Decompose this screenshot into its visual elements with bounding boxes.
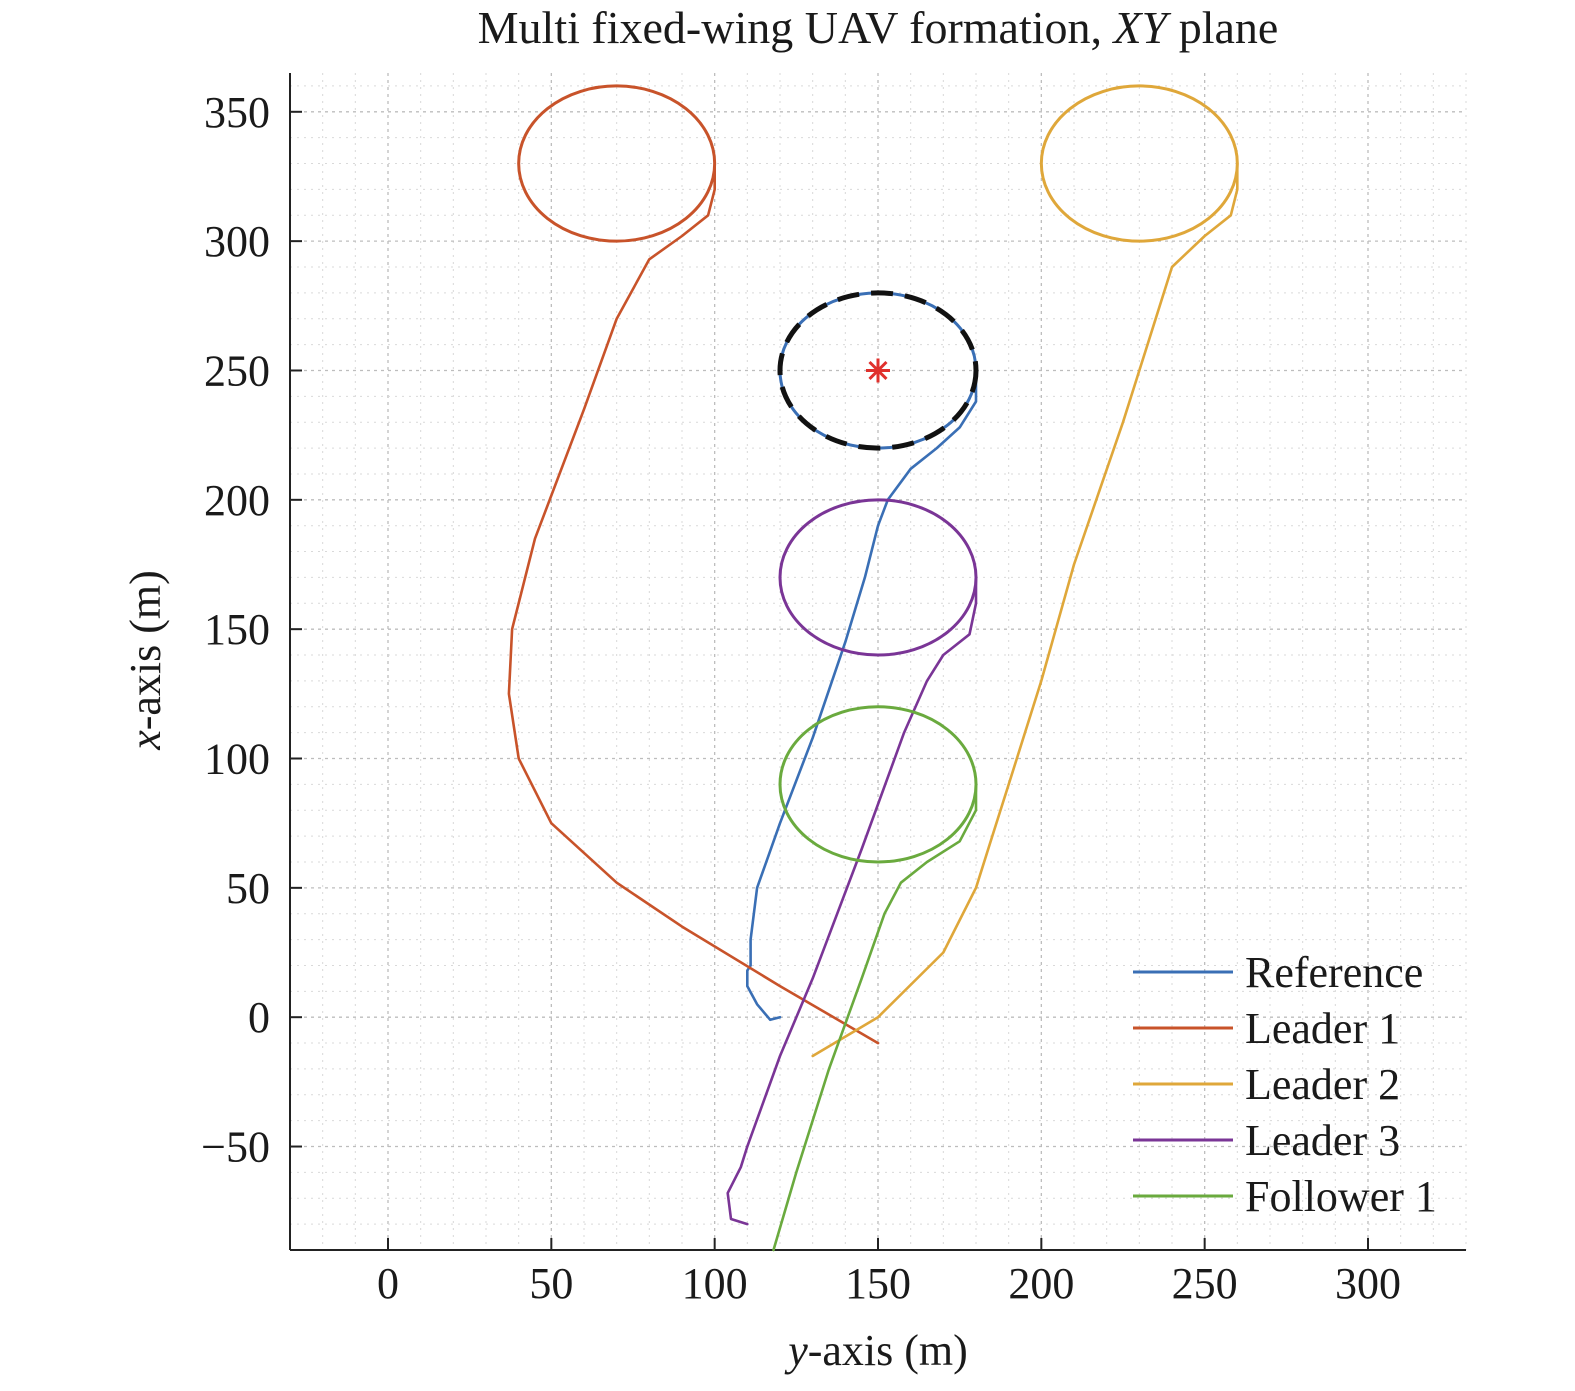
series-line-reference [745,369,978,1022]
series-line-leader-3 [726,576,978,1226]
tick-labels: 0 50 100 150 200 250 300 −50 0 50 100 150 200 250 300 3… [201,88,1401,1308]
y-tick-label: 150 [204,605,270,654]
series-orbit-follower-1 [778,705,978,864]
x-tick-label: 50 [529,1259,573,1308]
series-orbit-leader-1 [517,84,717,243]
series-orbit-leader-3 [778,498,978,657]
legend-label: Leader 3 [1245,1116,1400,1165]
target-reference-circle [777,290,979,451]
legend-label: Follower 1 [1245,1172,1437,1221]
x-tick-label: 250 [1172,1259,1238,1308]
x-tick-label: 200 [1008,1259,1074,1308]
chart-title: Multi fixed-wing UAV formation, XY plane [478,2,1279,53]
x-tick-label: 0 [377,1259,399,1308]
y-tick-label: −50 [201,1123,270,1172]
y-tick-label: 50 [226,864,270,913]
series-line-leader-1 [507,162,880,1045]
series-line-follower-1 [772,783,978,1252]
x-tick-label: 150 [845,1259,911,1308]
marker-stroke [868,360,888,381]
axes [289,73,1466,1251]
legend: Reference Leader 1 Leader 2 Leader 3 Followe… [1133,948,1437,1221]
y-tick-label: 200 [204,476,270,525]
series-orbit-leader-2 [1039,84,1239,243]
target-circle [777,290,979,451]
x-tick-label: 100 [682,1259,748,1308]
series-line-leader-2 [811,162,1239,1058]
legend-label: Leader 2 [1245,1060,1400,1109]
y-tick-label: 300 [204,217,270,266]
legend-label: Reference [1245,948,1423,997]
series-lines [507,84,1239,1252]
y-tick-label: 100 [204,735,270,784]
x-tick-label: 300 [1335,1259,1401,1308]
x-axis-label: y-axis (m) [784,1326,968,1375]
target-asterisk-marker [866,358,890,383]
y-tick-label: 350 [204,88,270,137]
legend-label: Leader 1 [1245,1004,1400,1053]
y-axis-label: x-axis (m) [121,570,170,751]
y-tick-label: 0 [248,993,270,1042]
y-tick-label: 250 [204,346,270,395]
